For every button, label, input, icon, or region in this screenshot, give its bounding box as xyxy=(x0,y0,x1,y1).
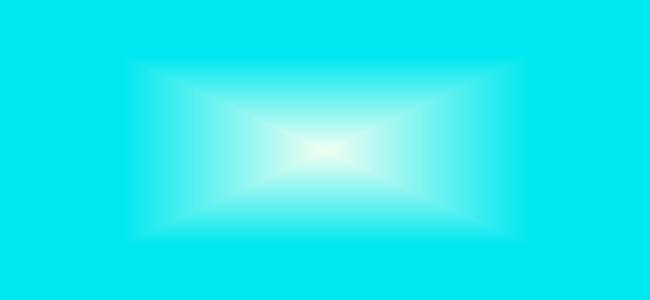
Title: Owners and renters by unit type in zip code 88033: Owners and renters by unit type in zip c… xyxy=(88,6,603,24)
Text: City-Data.com: City-Data.com xyxy=(501,45,610,60)
Bar xyxy=(211,78,480,277)
